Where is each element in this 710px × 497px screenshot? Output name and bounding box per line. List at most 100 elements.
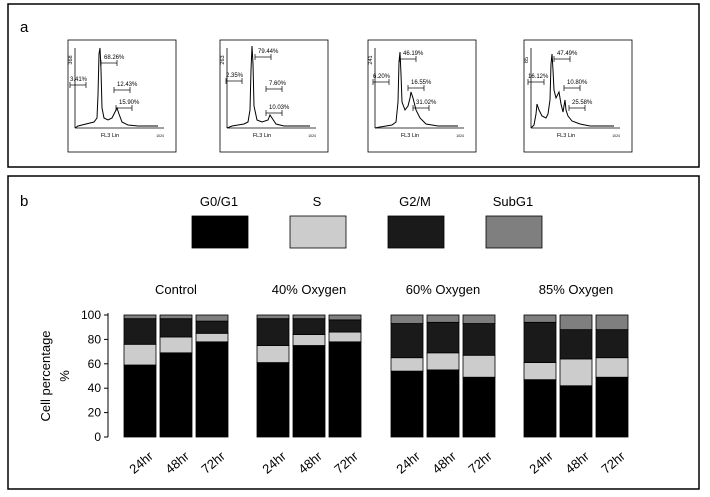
gate-percentage-label: 16.12% (528, 74, 549, 80)
gate-percentage-label: 7.60% (269, 81, 287, 87)
gate-percentage-label: 31.02% (416, 100, 437, 106)
legend-label: G2/M (399, 194, 431, 209)
panel-b-frame (7, 175, 700, 490)
gate-percentage-label: 15.90% (119, 100, 140, 106)
x-tick-label: 48hr (162, 448, 192, 477)
bar-segment-g0g1 (390, 370, 424, 438)
bar-segment-g2m (523, 321, 557, 363)
bar-segment-g2m (292, 318, 326, 335)
bar-segment-s (523, 362, 557, 381)
gate-percentage-label: 46.19% (403, 51, 424, 57)
bar-segment-s (559, 358, 593, 387)
y-tick-label: 0 (94, 430, 101, 444)
bar-segment-subg1 (426, 314, 460, 323)
bar-segment-subg1 (328, 314, 362, 321)
bar-segment-g2m (559, 329, 593, 360)
y-axis-unit: % (57, 370, 72, 382)
histogram-frame (67, 39, 177, 153)
bar-segment-s (195, 332, 229, 343)
bar-segment-subg1 (595, 314, 629, 331)
histogram-xaxis-end: 1024 (156, 134, 164, 138)
group-title: 40% Oxygen (272, 282, 346, 297)
x-tick-label: 72hr (465, 448, 495, 477)
histogram-ymax-label: 263 (220, 55, 226, 64)
gate-percentage-label: 25.58% (572, 100, 593, 106)
bar-segment-subg1 (123, 314, 157, 320)
bar-segment-g0g1 (328, 341, 362, 438)
x-tick-label: 72hr (331, 448, 361, 477)
bar-segment-s (328, 331, 362, 343)
x-tick-label: 24hr (393, 448, 423, 477)
histogram-panel: 368 FL3 Lin 1024 68.26% 3.41% 12.43% 15.90% (67, 39, 177, 153)
bar-segment-s (159, 336, 193, 354)
histogram-xaxis-label: FL3 Lin (401, 133, 419, 139)
bar-segment-g0g1 (523, 379, 557, 438)
histogram-xaxis-end: 1024 (612, 134, 620, 138)
bar-segment-g0g1 (559, 385, 593, 438)
x-tick-label: 72hr (198, 448, 228, 477)
histogram-frame (367, 39, 477, 153)
y-tick-label: 100 (81, 308, 101, 322)
gate-percentage-label: 6.20% (373, 74, 391, 80)
bar-segment-g2m (390, 323, 424, 359)
histogram-curve (226, 45, 310, 129)
y-tick-label: 40 (88, 381, 102, 395)
bar-segment-g0g1 (256, 362, 290, 438)
x-tick-label: 48hr (429, 448, 459, 477)
y-axis-title: Cell percentage (38, 330, 53, 421)
y-tick-label: 20 (88, 406, 102, 420)
legend-swatch (485, 215, 543, 249)
histogram-row: 368 FL3 Lin 1024 68.26% 3.41% 12.43% 15.90% 263… (67, 39, 633, 153)
group-title: 85% Oxygen (539, 282, 613, 297)
legend-swatch (387, 215, 445, 249)
bar-segment-g0g1 (426, 369, 460, 438)
bar-segment-s (390, 357, 424, 372)
gate-percentage-label: 79.44% (258, 49, 279, 55)
bar-segment-g0g1 (159, 352, 193, 438)
histogram-curve (374, 51, 458, 129)
gate-percentage-label: 10.80% (567, 80, 588, 86)
histogram-curve (530, 53, 614, 129)
bar-segment-g2m (159, 318, 193, 338)
histogram-xaxis-label: FL3 Lin (253, 133, 271, 139)
bar-segment-subg1 (292, 314, 326, 320)
panel-b-label: b (20, 193, 28, 210)
bar-segment-g2m (595, 329, 629, 359)
y-tick-label: 60 (88, 357, 102, 371)
bar-segment-g2m (426, 321, 460, 354)
bar-segment-g2m (328, 319, 362, 333)
bar-segment-s (426, 352, 460, 371)
gate-percentage-label: 68.26% (104, 55, 125, 61)
gate-percentage-label: 2.35% (226, 73, 244, 79)
histogram-xaxis-label: FL3 Lin (101, 133, 119, 139)
legend-label: S (313, 194, 322, 209)
bar-segment-s (462, 354, 496, 378)
gate-percentage-label: 10.03% (269, 105, 290, 111)
x-tick-label: 24hr (259, 448, 289, 477)
bar-segment-g2m (123, 318, 157, 345)
gate-percentage-label: 12.43% (117, 82, 138, 88)
histogram-xaxis-end: 1024 (456, 134, 464, 138)
bar-segment-subg1 (559, 314, 593, 331)
histogram-ymax-label: 368 (68, 55, 74, 64)
group-title: 60% Oxygen (406, 282, 480, 297)
bar-segment-subg1 (256, 314, 290, 320)
histogram-xaxis-end: 1024 (308, 134, 316, 138)
y-tick-label: 80 (88, 332, 102, 346)
histogram-curve (74, 47, 158, 129)
bar-segment-g2m (256, 318, 290, 346)
histogram-frame (219, 39, 329, 153)
bar-segment-g2m (195, 320, 229, 334)
panel-a-frame (7, 3, 700, 168)
histogram-panel: 263 FL3 Lin 1024 79.44% 2.35% 7.60% 10.03% (219, 39, 329, 153)
histogram-panel: 241 FL3 Lin 1024 46.19% 6.20% 16.55% 31.02% (367, 39, 477, 153)
bar-segment-subg1 (390, 314, 424, 324)
gate-percentage-label: 16.55% (411, 80, 432, 86)
legend: G0/G1 S G2/M SubG1 (191, 194, 543, 249)
panel-a-label: a (20, 19, 29, 36)
bar-segment-g0g1 (123, 364, 157, 438)
gate-percentage-label: 47.49% (557, 51, 578, 57)
legend-swatch (289, 215, 347, 249)
